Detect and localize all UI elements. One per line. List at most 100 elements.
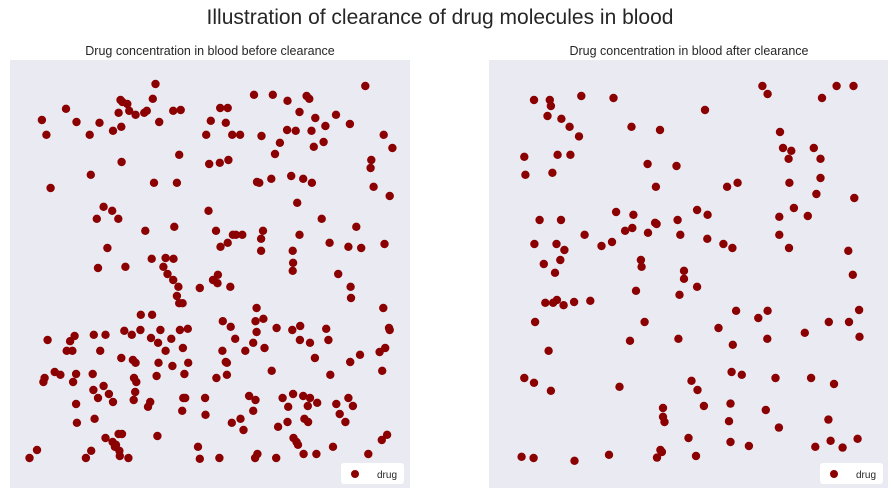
drug-molecule-point bbox=[224, 155, 233, 165]
drug-molecule-point bbox=[693, 385, 702, 395]
drug-molecule-point bbox=[784, 243, 794, 253]
drug-molecule-point bbox=[580, 230, 589, 239]
drug-molecule-point bbox=[231, 334, 240, 343]
drug-molecule-point bbox=[96, 346, 105, 355]
drug-molecule-point bbox=[288, 266, 297, 275]
drug-molecule-point bbox=[211, 226, 221, 235]
drug-molecule-point bbox=[131, 358, 140, 367]
drug-molecule-point bbox=[812, 189, 821, 199]
drug-molecule-point bbox=[586, 296, 595, 305]
drug-molecule-point bbox=[169, 106, 178, 116]
drug-molecule-point bbox=[719, 239, 728, 249]
drug-molecule-point bbox=[195, 454, 204, 463]
drug-molecule-point bbox=[310, 353, 320, 363]
drug-molecule-point bbox=[384, 323, 394, 333]
drug-molecule-point bbox=[352, 222, 361, 231]
drug-molecule-point bbox=[530, 317, 540, 327]
drug-molecule-point bbox=[103, 243, 112, 253]
drug-molecule-point bbox=[672, 161, 681, 171]
drug-molecule-point bbox=[213, 270, 223, 279]
drug-molecule-point bbox=[256, 234, 266, 243]
drug-molecule-point bbox=[275, 138, 285, 147]
drug-molecule-point bbox=[520, 152, 529, 161]
drug-molecule-point bbox=[726, 399, 735, 408]
drug-molecule-point bbox=[260, 343, 269, 353]
drug-molecule-point bbox=[535, 215, 544, 225]
drug-molecule-point bbox=[215, 453, 224, 463]
drug-molecule-point bbox=[543, 111, 552, 121]
drug-molecule-point bbox=[299, 174, 308, 183]
legend-marker-before bbox=[351, 470, 359, 478]
drug-molecule-point bbox=[655, 125, 665, 135]
drug-molecule-point bbox=[778, 143, 788, 153]
drug-molecule-point bbox=[824, 317, 833, 327]
drug-molecule-point bbox=[312, 449, 321, 459]
drug-molecule-point bbox=[288, 389, 298, 399]
drug-molecule-point bbox=[637, 262, 646, 271]
drug-molecule-point bbox=[147, 254, 156, 263]
drug-molecule-point bbox=[369, 182, 378, 191]
drug-molecule-point bbox=[620, 226, 630, 235]
drug-molecule-point bbox=[175, 150, 184, 159]
drug-molecule-point bbox=[252, 303, 261, 313]
drug-molecule-point bbox=[574, 132, 584, 141]
drug-molecule-point bbox=[42, 130, 51, 139]
drug-molecule-point bbox=[143, 402, 153, 411]
drug-molecule-point bbox=[328, 442, 338, 451]
drug-molecule-point bbox=[699, 401, 709, 411]
drug-molecule-point bbox=[809, 143, 818, 153]
drug-molecule-point bbox=[272, 323, 281, 333]
drug-molecule-point bbox=[71, 369, 81, 379]
drug-molecule-point bbox=[560, 245, 569, 255]
drug-molecule-point bbox=[136, 325, 145, 335]
drug-molecule-point bbox=[382, 430, 392, 439]
drug-molecule-point bbox=[355, 350, 365, 359]
drug-molecule-point bbox=[161, 253, 170, 263]
drug-molecule-point bbox=[691, 451, 701, 461]
drug-molecule-point bbox=[249, 406, 258, 415]
drug-molecule-point bbox=[517, 452, 526, 461]
drug-molecule-point bbox=[811, 442, 820, 451]
drug-molecule-point bbox=[61, 104, 71, 114]
drug-molecule-point bbox=[117, 157, 126, 167]
drug-molecule-point bbox=[658, 403, 668, 413]
drug-molecule-point bbox=[569, 297, 579, 307]
drug-molecule-point bbox=[90, 414, 99, 423]
drug-molecule-point bbox=[46, 183, 55, 193]
drug-molecule-point bbox=[326, 370, 335, 379]
drug-molecule-point bbox=[153, 431, 162, 441]
drug-molecule-point bbox=[629, 210, 638, 219]
drug-molecule-point bbox=[816, 154, 825, 163]
drug-molecule-point bbox=[378, 366, 387, 375]
drug-molecule-point bbox=[273, 422, 283, 431]
drug-molecule-point bbox=[68, 346, 77, 355]
drug-molecule-point bbox=[530, 239, 539, 249]
drug-molecule-point bbox=[556, 255, 565, 265]
drug-molecule-point bbox=[848, 270, 857, 279]
drug-molecule-point bbox=[577, 91, 586, 101]
drug-molecule-point bbox=[148, 94, 157, 104]
drug-molecule-point bbox=[241, 346, 250, 355]
drug-molecule-point bbox=[213, 279, 222, 288]
panel-title-after: Drug concentration in blood after cleara… bbox=[569, 44, 808, 58]
drug-molecule-point bbox=[295, 107, 304, 117]
drug-molecule-point bbox=[206, 116, 215, 126]
drug-molecule-point bbox=[226, 322, 235, 331]
drug-molecule-point bbox=[178, 299, 187, 308]
drug-molecule-point bbox=[763, 334, 772, 343]
drug-molecule-point bbox=[72, 418, 82, 427]
drug-molecule-point bbox=[250, 453, 260, 463]
drug-molecule-point bbox=[785, 178, 794, 187]
drug-molecule-point bbox=[529, 95, 539, 105]
drug-molecule-point bbox=[539, 259, 548, 269]
drug-molecule-point bbox=[714, 323, 723, 333]
drug-molecule-point bbox=[604, 450, 614, 459]
drug-molecule-point bbox=[99, 381, 108, 391]
drug-molecule-point bbox=[216, 103, 225, 113]
drug-molecule-point bbox=[728, 243, 737, 253]
drug-molecule-point bbox=[565, 122, 574, 131]
drug-molecule-point bbox=[43, 335, 52, 345]
drug-molecule-point bbox=[278, 393, 287, 403]
drug-molecule-point bbox=[87, 446, 96, 455]
